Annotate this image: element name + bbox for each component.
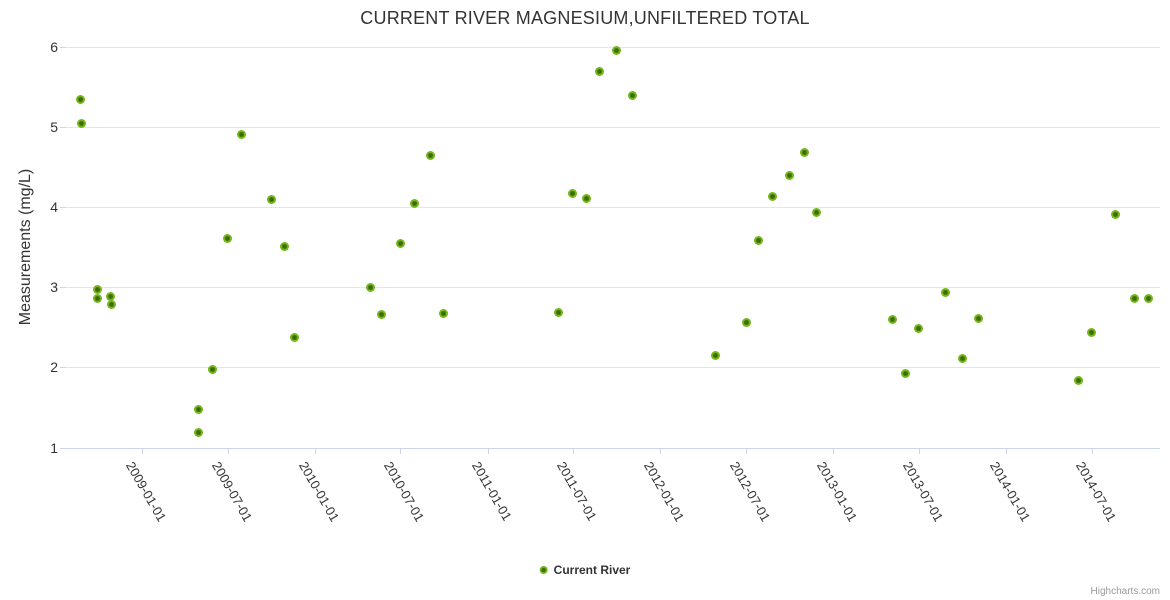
- y-gridline: [66, 287, 1160, 288]
- data-point[interactable]: [93, 294, 103, 303]
- x-axis-tick-label: 2013-01-01: [814, 459, 861, 525]
- data-point[interactable]: [612, 45, 622, 55]
- data-point[interactable]: [106, 300, 116, 310]
- y-axis-tick: [60, 287, 66, 288]
- y-axis-tick-label: 6: [50, 39, 58, 55]
- legend-label: Current River: [553, 563, 631, 577]
- data-point[interactable]: [1130, 294, 1140, 303]
- y-axis-tick: [60, 47, 66, 48]
- y-axis-tick-label: 4: [50, 199, 58, 215]
- x-axis-tick: [315, 448, 316, 454]
- data-point[interactable]: [754, 236, 764, 246]
- data-point[interactable]: [409, 198, 419, 208]
- data-point[interactable]: [595, 67, 605, 77]
- data-point[interactable]: [914, 323, 924, 333]
- data-point[interactable]: [438, 309, 448, 319]
- y-axis-tick: [60, 367, 66, 368]
- x-axis-tick: [746, 448, 747, 454]
- data-point[interactable]: [223, 233, 233, 243]
- data-point[interactable]: [628, 90, 638, 100]
- data-point[interactable]: [267, 194, 277, 204]
- data-point[interactable]: [742, 318, 752, 328]
- x-axis-tick-label: 2012-01-01: [641, 459, 688, 525]
- legend-item-current-river[interactable]: Current River: [539, 563, 631, 577]
- y-axis-tick: [60, 127, 66, 128]
- data-point[interactable]: [1087, 328, 1097, 338]
- x-axis-tick-label: 2010-01-01: [296, 459, 343, 525]
- x-axis-tick-label: 2014-01-01: [987, 459, 1034, 525]
- x-axis-tick-label: 2010-07-01: [381, 459, 428, 525]
- chart-title: CURRENT RIVER MAGNESIUM,UNFILTERED TOTAL: [360, 8, 810, 28]
- data-point[interactable]: [553, 307, 563, 317]
- x-axis-tick-label: 2012-07-01: [727, 459, 774, 525]
- data-point[interactable]: [711, 350, 721, 360]
- y-gridline: [66, 127, 1160, 128]
- x-axis-tick: [1006, 448, 1007, 454]
- data-point[interactable]: [799, 148, 809, 158]
- data-point[interactable]: [812, 207, 822, 217]
- data-point[interactable]: [974, 314, 984, 324]
- x-axis-line: [66, 448, 1160, 449]
- x-axis-tick: [1092, 448, 1093, 454]
- x-axis-tick: [573, 448, 574, 454]
- data-point[interactable]: [237, 129, 247, 139]
- data-point[interactable]: [784, 170, 794, 180]
- x-axis-tick-label: 2013-07-01: [900, 459, 947, 525]
- data-point[interactable]: [768, 192, 778, 202]
- data-point[interactable]: [93, 285, 103, 295]
- x-axis-tick-label: 2011-01-01: [469, 459, 515, 524]
- data-point[interactable]: [376, 310, 386, 320]
- data-point[interactable]: [1074, 375, 1084, 385]
- highcharts-credits-link[interactable]: Highcharts.com: [1090, 586, 1160, 597]
- data-point[interactable]: [958, 354, 968, 364]
- y-gridline: [66, 367, 1160, 368]
- x-axis-tick: [919, 448, 920, 454]
- data-point[interactable]: [941, 287, 951, 297]
- series-marker-icon: [539, 566, 548, 574]
- y-axis-tick-label: 2: [50, 359, 58, 375]
- data-point[interactable]: [426, 151, 436, 161]
- data-point[interactable]: [582, 193, 592, 203]
- data-point[interactable]: [1144, 294, 1154, 303]
- data-point[interactable]: [900, 368, 910, 378]
- x-axis-tick: [488, 448, 489, 454]
- y-axis-tick-label: 3: [50, 279, 58, 295]
- y-axis-tick-label: 5: [50, 119, 58, 135]
- y-axis-tick-label: 1: [50, 440, 58, 456]
- x-axis-tick-label: 2011-07-01: [554, 459, 600, 524]
- data-point[interactable]: [280, 241, 290, 251]
- x-axis-tick: [660, 448, 661, 454]
- data-point[interactable]: [396, 238, 406, 248]
- y-axis-tick: [60, 207, 66, 208]
- data-point[interactable]: [106, 292, 116, 302]
- data-point[interactable]: [76, 94, 86, 104]
- x-axis-tick-label: 2009-07-01: [209, 459, 256, 525]
- x-axis-tick: [833, 448, 834, 454]
- data-point[interactable]: [888, 314, 898, 324]
- data-point[interactable]: [194, 404, 204, 414]
- x-axis-tick: [400, 448, 401, 454]
- data-point[interactable]: [1111, 209, 1121, 219]
- x-axis-tick: [142, 448, 143, 454]
- x-axis-tick: [228, 448, 229, 454]
- data-point[interactable]: [208, 365, 218, 375]
- data-point[interactable]: [365, 282, 375, 292]
- data-point[interactable]: [290, 333, 300, 343]
- data-point[interactable]: [194, 427, 204, 437]
- y-axis-tick: [60, 448, 66, 449]
- x-axis-tick-label: 2009-01-01: [123, 459, 170, 525]
- data-point[interactable]: [568, 189, 578, 199]
- y-gridline: [66, 207, 1160, 208]
- data-point[interactable]: [76, 119, 86, 129]
- x-axis-tick-label: 2014-07-01: [1073, 459, 1120, 525]
